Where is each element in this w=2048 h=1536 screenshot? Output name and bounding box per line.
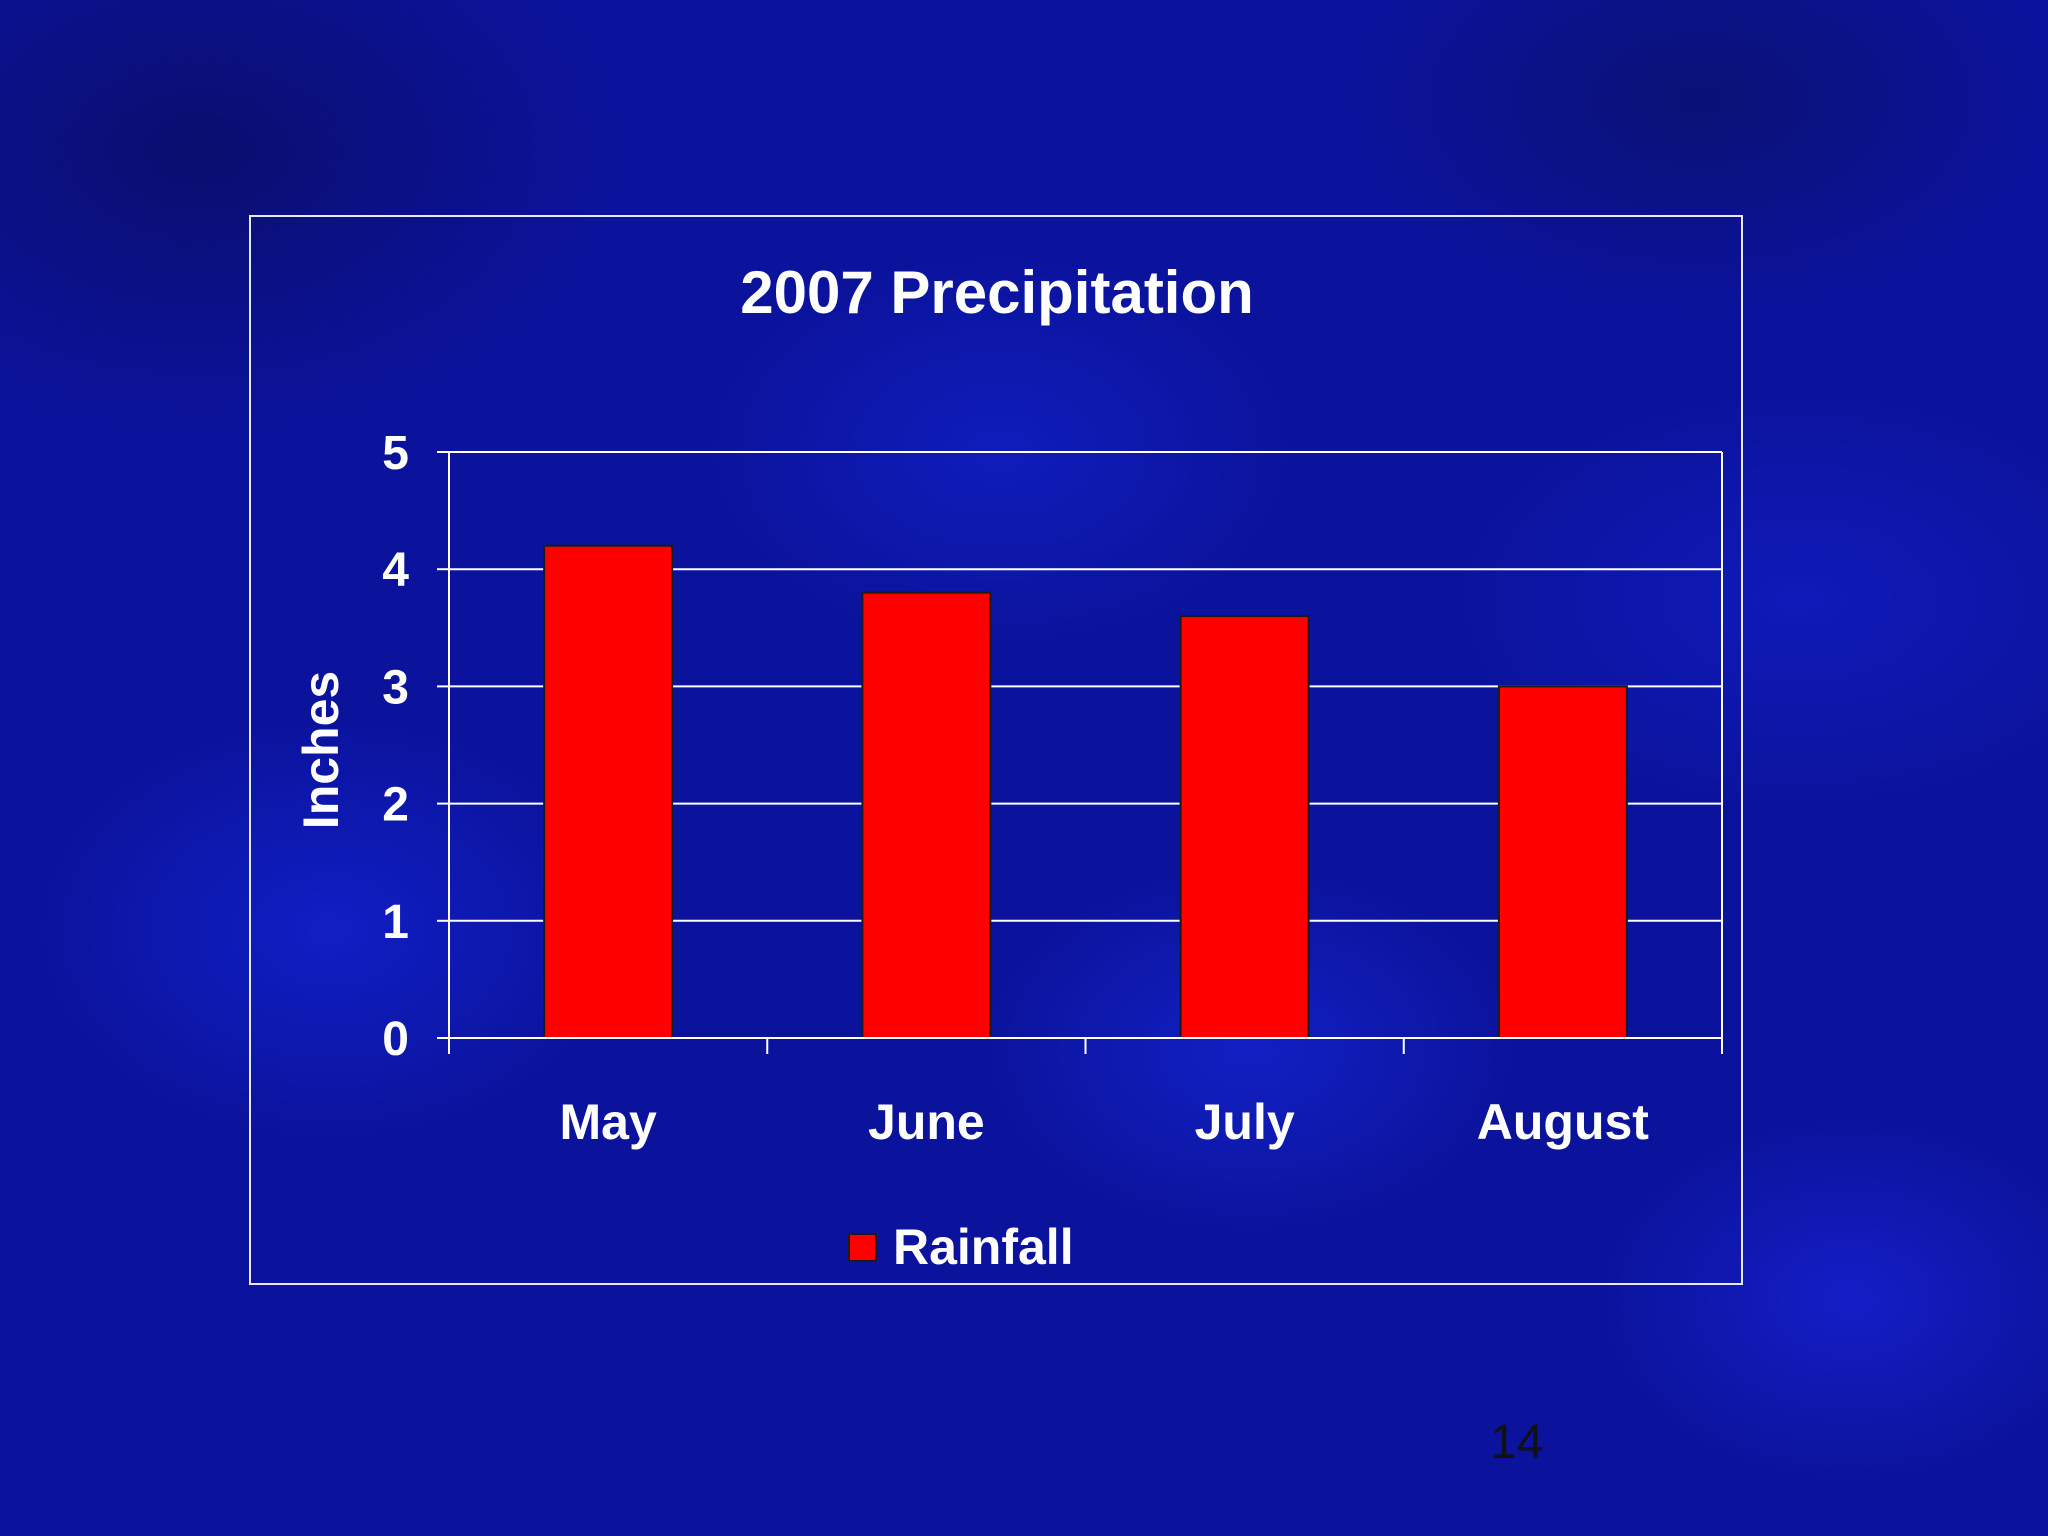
y-tick-label: 2 — [382, 779, 409, 832]
legend-swatch-rainfall — [848, 1232, 877, 1262]
legend: Rainfall — [848, 1218, 1074, 1276]
x-tick-label-august: August — [1477, 1094, 1650, 1150]
bar-august — [1497, 685, 1628, 1040]
y-tick-label: 1 — [382, 896, 409, 949]
bar-july — [1179, 615, 1310, 1040]
y-axis-label: Inches — [293, 671, 349, 829]
x-tick-label-may: May — [559, 1094, 656, 1150]
chart-title: 2007 Precipitation — [740, 259, 1254, 326]
y-tick-label: 4 — [382, 544, 409, 597]
y-tick-label: 0 — [382, 1013, 409, 1066]
bar-june — [861, 591, 992, 1039]
legend-label-rainfall: Rainfall — [893, 1219, 1074, 1275]
y-tick-label: 5 — [382, 427, 409, 480]
y-tick-label: 3 — [382, 661, 409, 714]
page-number: 14 — [1490, 1416, 1544, 1469]
x-tick-label-july: July — [1195, 1094, 1295, 1150]
bar-may — [543, 544, 674, 1039]
x-tick-label-june: June — [868, 1094, 985, 1150]
chart-panel — [249, 215, 1743, 1285]
